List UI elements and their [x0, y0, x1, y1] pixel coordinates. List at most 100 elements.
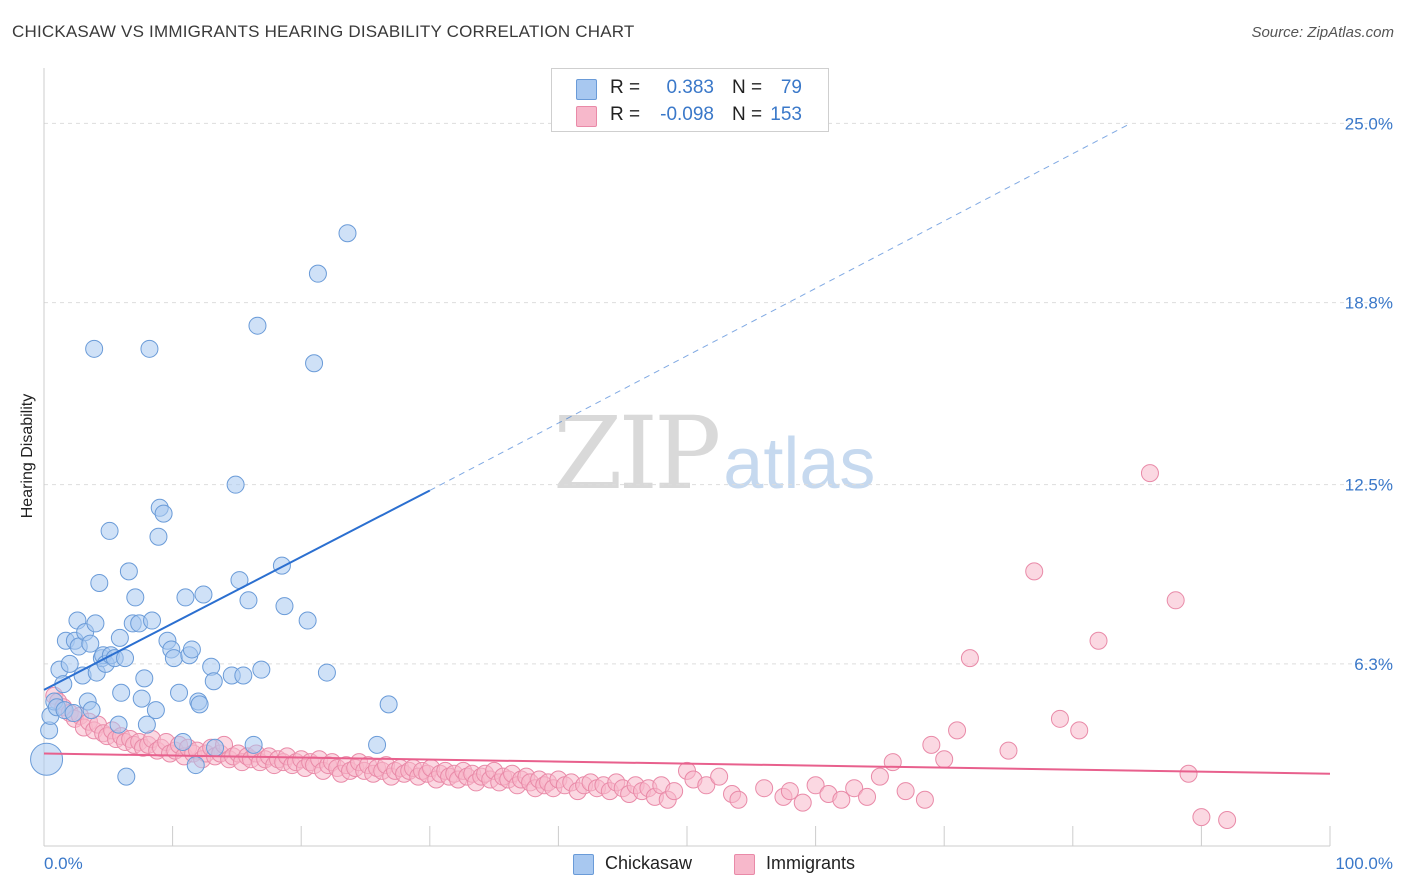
- axes: [43, 68, 1331, 847]
- immigrants-trend-line: [43, 752, 1331, 775]
- chickasaw-point: [126, 588, 145, 607]
- chickasaw-point: [164, 649, 183, 668]
- chickasaw-point: [112, 683, 131, 702]
- immigrants-point: [1218, 810, 1237, 829]
- immigrants-point: [1166, 591, 1185, 610]
- immigrants-point: [806, 776, 825, 795]
- immigrants-point: [896, 782, 915, 801]
- y-tick-label: 12.5%: [1345, 476, 1393, 495]
- immigrants-point: [780, 782, 799, 801]
- immigrants-swatch: [734, 854, 755, 875]
- chickasaw-point: [173, 732, 192, 751]
- chickasaw-point: [85, 339, 104, 358]
- chickasaw-trend-extension: [429, 122, 1131, 491]
- immigrants-point: [710, 767, 729, 786]
- chickasaw-point: [244, 735, 263, 754]
- chickasaw-point: [275, 597, 294, 616]
- chickasaw-point: [154, 504, 173, 523]
- correlation-legend: R = 0.383 N = 79 R = -0.098 N = 153: [551, 68, 829, 132]
- chickasaw-point: [204, 672, 223, 691]
- chickasaw-point: [81, 634, 100, 653]
- immigrants-point: [1089, 631, 1108, 650]
- immigrants-point: [883, 753, 902, 772]
- watermark-zip: ZIP: [553, 395, 721, 512]
- immigrants-point: [665, 782, 684, 801]
- chart-title: CHICKASAW VS IMMIGRANTS HEARING DISABILI…: [12, 22, 635, 41]
- chickasaw-point: [206, 738, 225, 757]
- immigrants-swatch: [576, 106, 597, 127]
- chickasaw-points: [30, 224, 398, 786]
- chickasaw-point: [60, 654, 79, 673]
- chickasaw-point: [116, 649, 135, 668]
- n-label: N =: [732, 104, 763, 125]
- immigrants-point: [729, 790, 748, 809]
- legend-row-chickasaw: R = 0.383 N = 79: [552, 74, 828, 102]
- immigrants-points: [45, 464, 1237, 829]
- chickasaw-point: [119, 562, 138, 581]
- chickasaw-point: [90, 573, 109, 592]
- chickasaw-point: [308, 264, 327, 283]
- immigrants-point: [755, 779, 774, 798]
- r-value: 0.383: [666, 77, 714, 98]
- chickasaw-point: [234, 666, 253, 685]
- watermark: ZIPatlas: [553, 395, 875, 512]
- immigrants-point: [1050, 709, 1069, 728]
- chickasaw-point: [117, 767, 136, 786]
- legend-label: Immigrants: [766, 853, 856, 873]
- y-axis-label: Hearing Disability: [19, 394, 36, 519]
- n-value: 153: [770, 104, 802, 125]
- r-label: R =: [610, 104, 641, 125]
- chickasaw-point: [272, 556, 291, 575]
- immigrants-point: [845, 779, 864, 798]
- immigrants-point: [1192, 808, 1211, 827]
- chickasaw-point: [190, 695, 209, 714]
- chickasaw-point: [86, 614, 105, 633]
- x-tick-label: 0.0%: [44, 854, 83, 873]
- immigrants-point: [1140, 464, 1159, 483]
- r-value: -0.098: [660, 104, 714, 125]
- immigrants-point: [948, 721, 967, 740]
- chickasaw-point: [176, 588, 195, 607]
- chickasaw-point: [298, 611, 317, 630]
- immigrants-point: [793, 793, 812, 812]
- immigrants-point: [935, 750, 954, 769]
- chickasaw-point: [149, 527, 168, 546]
- immigrants-point: [915, 790, 934, 809]
- immigrants-point: [697, 776, 716, 795]
- chickasaw-swatch: [573, 854, 594, 875]
- chickasaw-point: [379, 695, 398, 714]
- immigrants-point: [922, 735, 941, 754]
- n-value: 79: [780, 77, 802, 98]
- chickasaw-point: [338, 224, 357, 243]
- chickasaw-trend-line: [43, 489, 431, 691]
- immigrants-point: [870, 767, 889, 786]
- chickasaw-point: [132, 689, 151, 708]
- chickasaw-point: [186, 756, 205, 775]
- y-tick-label: 25.0%: [1345, 114, 1393, 133]
- y-tick-label: 18.8%: [1345, 294, 1393, 313]
- axis-labels: 6.3% 12.5% 18.8% 25.0% 0.0% 100.0% Hearing Dis…: [19, 114, 1393, 873]
- trend-lines: [43, 122, 1331, 775]
- chickasaw-point: [305, 354, 324, 373]
- immigrants-point: [960, 649, 979, 668]
- legend-label: Chickasaw: [605, 853, 693, 873]
- immigrants-point: [858, 787, 877, 806]
- chickasaw-point: [100, 521, 119, 540]
- r-label: R =: [610, 77, 641, 98]
- chickasaw-point: [137, 715, 156, 734]
- chickasaw-point: [82, 701, 101, 720]
- chickasaw-point: [170, 683, 189, 702]
- chickasaw-swatch: [576, 79, 597, 100]
- watermark-atlas: atlas: [723, 424, 876, 504]
- chickasaw-point: [140, 339, 159, 358]
- chickasaw-point: [182, 640, 201, 659]
- immigrants-point: [1025, 562, 1044, 581]
- chickasaw-point: [248, 316, 267, 335]
- chickasaw-point: [368, 735, 387, 754]
- source-label: Source: ZipAtlas.com: [1251, 24, 1394, 41]
- immigrants-point: [999, 741, 1018, 760]
- chickasaw-point: [143, 611, 162, 630]
- immigrants-point: [832, 790, 851, 809]
- chickasaw-point: [194, 585, 213, 604]
